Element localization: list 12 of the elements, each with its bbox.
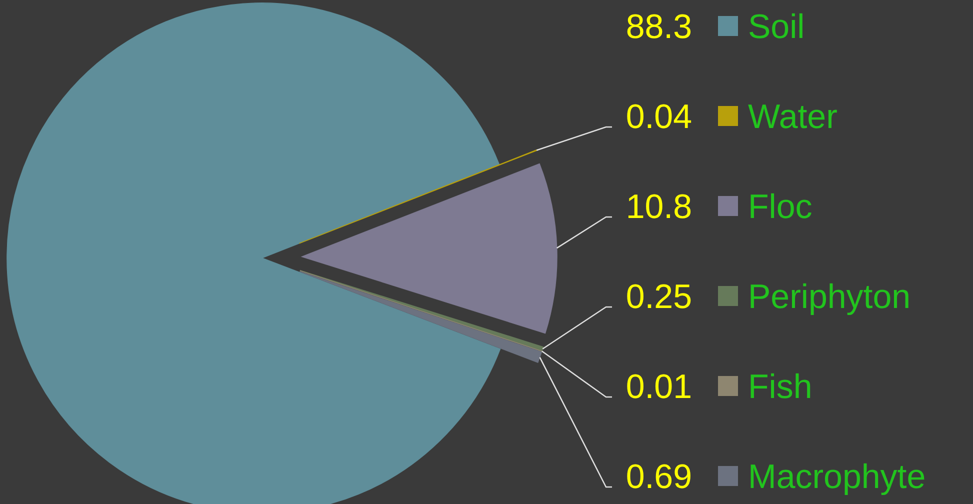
data-label: 0.04 (626, 98, 692, 136)
legend-label: Periphyton (748, 278, 911, 316)
legend-label: Macrophyte (748, 458, 926, 496)
data-label: 0.69 (626, 458, 692, 496)
data-label: 88.3 (626, 8, 692, 46)
legend-label: Soil (748, 8, 805, 46)
data-label: 10.8 (626, 188, 692, 226)
legend-label: Floc (748, 188, 812, 226)
data-label: 0.25 (626, 278, 692, 316)
legend-label: Fish (748, 368, 812, 406)
data-label: 0.01 (626, 368, 692, 406)
legend-label: Water (748, 98, 838, 136)
